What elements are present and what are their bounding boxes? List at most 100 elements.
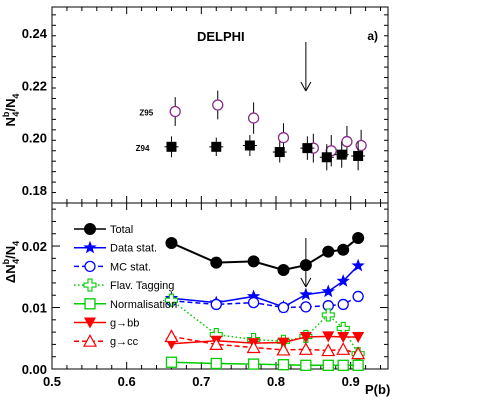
data-point (299, 259, 312, 272)
data-point (337, 298, 349, 311)
legend-label: Flav. Tagging (110, 280, 174, 292)
legend-label: Data stat. (110, 243, 157, 255)
series-z94: Z94 (136, 135, 366, 171)
data-point (298, 342, 313, 355)
legend-label: MC stat. (110, 261, 151, 273)
series-normalisation (165, 356, 364, 371)
data-point (277, 264, 290, 277)
data-point (341, 135, 353, 148)
x-tick-label: 0.6 (118, 374, 136, 389)
y-tick-label: 0.18 (22, 183, 47, 198)
data-point (274, 147, 285, 158)
data-point (247, 255, 260, 268)
y-tick-label: 0.20 (22, 131, 47, 146)
arrow-marker (300, 42, 312, 92)
data-point (84, 223, 96, 235)
data-point (164, 293, 179, 307)
data-point (277, 359, 290, 371)
legend: Total Data stat. MC stat. Flav. Tagging Norm… (74, 223, 177, 348)
series-label: Z95 (139, 109, 153, 118)
data-point (321, 343, 336, 357)
y-tick-label: 0.24 (22, 26, 48, 41)
arrow-head (305, 81, 312, 92)
series-g-cc (164, 329, 366, 360)
data-point (355, 139, 367, 152)
legend-entry: MC stat. (74, 260, 151, 273)
legend-entry: g→bb (74, 317, 139, 330)
data-point (337, 332, 350, 344)
data-point (336, 149, 347, 160)
data-point (247, 358, 260, 370)
data-point (321, 308, 335, 322)
data-point (84, 298, 96, 310)
data-point (321, 284, 335, 298)
data-point (247, 112, 260, 124)
data-point (299, 287, 313, 301)
series-label: Z94 (136, 144, 150, 153)
arrow-head (300, 81, 307, 92)
experiment-label: DELPHI (197, 29, 245, 44)
data-point (210, 298, 222, 311)
data-point (166, 141, 177, 152)
legend-entry: Flav. Tagging (74, 278, 174, 292)
data-point (299, 332, 312, 344)
x-tick-label: 0.9 (342, 374, 360, 389)
bottom-data (164, 232, 366, 371)
data-point (336, 342, 351, 355)
data-point (351, 258, 365, 272)
y-tick-label: 0.01 (22, 301, 47, 316)
y-tick-label: 0.00 (22, 362, 47, 377)
x-tick-label: 0.8 (267, 374, 285, 389)
legend-label: Total (110, 224, 133, 236)
data-point (352, 332, 365, 344)
data-point (351, 346, 366, 360)
data-point (211, 141, 222, 152)
data-point (209, 337, 224, 351)
data-point (83, 278, 97, 292)
data-point (82, 333, 98, 347)
data-point (247, 296, 260, 309)
data-point (321, 152, 332, 163)
data-point (165, 236, 178, 249)
data-point (300, 301, 312, 313)
data-point (83, 240, 97, 254)
svg-text:ΔNb4/N4: ΔNb4/N4 (1, 241, 21, 283)
data-point (276, 342, 291, 356)
data-point (322, 331, 335, 343)
series-mc-stat- (165, 290, 364, 314)
legend-entry: Total (74, 223, 133, 236)
legend-label: Normalisation (110, 299, 177, 311)
legend-entry: Data stat. (74, 240, 157, 255)
data-point (84, 317, 96, 329)
x-tick-label: 0.5 (43, 374, 61, 389)
top-data: Z95 Z94 (136, 90, 367, 171)
data-point (244, 140, 255, 151)
legend-label: g→cc (110, 336, 139, 348)
data-point (165, 356, 178, 368)
panel-label: a) (367, 29, 378, 43)
series-total (165, 232, 365, 277)
data-point (210, 256, 223, 269)
y-tick-label: 0.02 (22, 239, 47, 254)
data-point (164, 329, 179, 343)
series-z95: Z95 (139, 90, 367, 167)
data-point (322, 359, 334, 371)
data-point (353, 150, 364, 161)
data-point (352, 232, 365, 245)
data-point (336, 274, 350, 287)
top-axes: 0.18 0.20 0.22 0.24 (22, 7, 388, 204)
bottom-y-axis-label: ΔNb4/N4 (1, 241, 21, 283)
data-point (300, 359, 312, 371)
data-point (212, 99, 224, 111)
data-point (84, 260, 96, 273)
data-point (302, 143, 313, 154)
legend-entry: g→cc (74, 333, 139, 348)
data-point (352, 290, 364, 303)
top-y-axis-label: Nb4/N4 (1, 94, 21, 127)
data-point (246, 289, 261, 303)
data-point (337, 359, 349, 371)
legend-entry: Normalisation (74, 298, 177, 311)
data-point (169, 105, 181, 118)
legend-label: g→bb (110, 318, 139, 330)
